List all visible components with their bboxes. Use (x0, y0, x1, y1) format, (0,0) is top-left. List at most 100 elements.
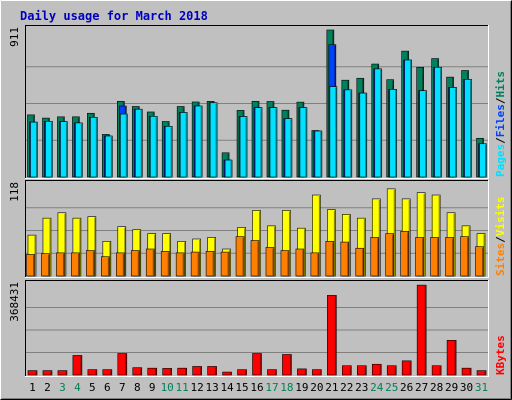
kbytes-bar-shade (155, 369, 157, 375)
pages-bar (254, 107, 263, 178)
pages-bar-shade (440, 68, 442, 177)
sites-bar (295, 248, 305, 277)
pages-bar (224, 159, 233, 178)
kbytes-bar-shade (439, 366, 441, 375)
visits-bar-shade (438, 196, 440, 276)
pages-bar-shade (470, 80, 472, 177)
pages-bar (389, 89, 398, 178)
kbytes-bar (252, 353, 262, 376)
legend-kbytes-panel: KBytes (494, 335, 507, 375)
sites-bar (56, 252, 65, 277)
kbytes-bar (132, 367, 143, 376)
sites-bar (355, 247, 365, 277)
sites-bar-shade (437, 238, 439, 276)
pages-bar (75, 122, 83, 178)
kbytes-panel: 368431 KBytes (8, 280, 507, 377)
pages-bar (30, 121, 38, 178)
visits-bar-shade (393, 189, 395, 276)
sites-bar-shade (452, 238, 454, 276)
sites-bar (235, 236, 245, 277)
sites-bar-shade (302, 250, 304, 276)
kbytes-bar (162, 368, 173, 376)
sites-bar-shade (152, 250, 154, 276)
sites-bar (460, 236, 469, 277)
kbytes-bar-shade (274, 370, 277, 375)
sites-bar-shade (47, 254, 50, 276)
pages-bar (419, 90, 427, 178)
x-tick-label: 26 (400, 381, 413, 394)
kbytes-bar (386, 365, 397, 376)
pages-bar (120, 113, 128, 178)
visits-bar-shade (169, 234, 171, 276)
x-tick-label: 15 (235, 381, 248, 394)
pages-bar-shade (455, 88, 457, 177)
kbytes-bar (416, 284, 427, 376)
x-tick-label: 10 (161, 381, 174, 394)
sites-bar-shade (137, 251, 139, 276)
visits-bar-shade (94, 217, 96, 276)
sites-bar-shade (287, 251, 289, 276)
pages-bar (149, 116, 158, 178)
x-tick-label: 28 (430, 381, 443, 394)
sites-bar (71, 252, 80, 277)
sites-bar (220, 251, 230, 277)
kbytes-bar (312, 369, 322, 376)
x-tick-label: 4 (74, 381, 81, 394)
kbytes-bar-shade (319, 370, 322, 375)
pages-bar (269, 107, 278, 178)
sites-bar-shade (33, 255, 35, 276)
pages-bar (299, 107, 308, 178)
kbytes-bar-shade (230, 373, 232, 375)
sites-bar-shade (482, 247, 484, 276)
kbytes-bar-shade (215, 367, 217, 375)
pages-bar (164, 126, 173, 178)
x-tick-label: 2 (44, 381, 51, 394)
sites-bar-shade (122, 253, 125, 276)
pages-bar (404, 59, 412, 178)
sites-bar (415, 237, 424, 277)
sites-bar (385, 233, 395, 277)
x-tick-label: 14 (220, 381, 234, 394)
visits-bar-shade (423, 193, 425, 276)
kbytes-bar-shade (50, 371, 52, 375)
kbytes-bar-shade (95, 370, 97, 375)
x-tick-label: 19 (295, 381, 308, 394)
sites-bar-shade (347, 243, 349, 276)
sites-bar (250, 240, 260, 277)
x-tick-label: 8 (134, 381, 141, 394)
legend-separator: / (494, 137, 507, 144)
legend-visits-panel: Sites/Visits (494, 197, 507, 277)
sites-bar (41, 253, 50, 277)
sites-bar (370, 237, 380, 277)
kbytes-bar (147, 367, 158, 376)
kbytes-bar (371, 363, 382, 376)
pages-bar-shade (80, 123, 83, 177)
kbytes-bar (476, 370, 487, 376)
kbytes-bar (267, 369, 277, 376)
pages-bar (239, 116, 248, 178)
visits-bar-shade (288, 211, 291, 276)
pages-bar-shade (245, 117, 247, 177)
kbytes-bar-shade (349, 366, 352, 375)
visits-bar-shade (229, 250, 231, 276)
visits-bar-shade (348, 215, 351, 276)
pages-bar (449, 87, 457, 178)
x-tick-label: 11 (176, 381, 189, 394)
sites-bar (190, 251, 200, 277)
visits-bar-shade (303, 229, 306, 276)
sites-bar-shade (212, 252, 214, 276)
x-tick-label: 18 (280, 381, 293, 394)
kbytes-bar (102, 369, 113, 376)
pages-bar (359, 92, 368, 178)
x-tick-label: 31 (475, 381, 488, 394)
x-tick-label: 20 (310, 381, 323, 394)
pages-bar-shade (36, 123, 38, 177)
kbytes-bar-shade (35, 371, 37, 375)
visits-bar-shade (109, 242, 111, 276)
kbytes-bar-shade (110, 370, 112, 375)
pages-bar-shade (365, 94, 367, 177)
pages-bar-shade (425, 91, 427, 177)
legend-files: Files (494, 104, 507, 137)
pages-bar-shade (275, 108, 277, 177)
